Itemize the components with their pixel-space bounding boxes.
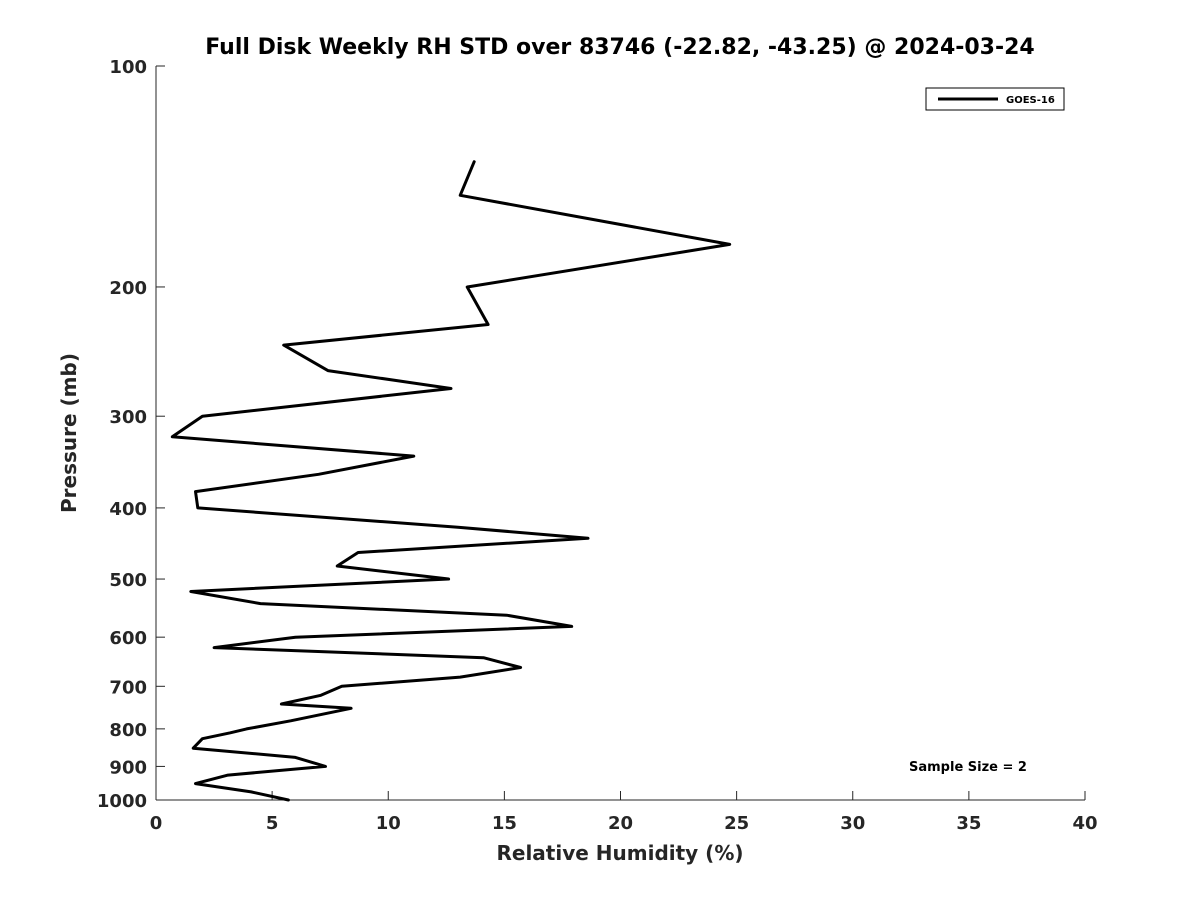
legend: GOES-16: [925, 87, 1065, 111]
y-tick-label: 1000: [97, 791, 147, 812]
x-tick-label: 35: [956, 813, 981, 834]
x-tick-label: 10: [376, 813, 401, 834]
y-tick-label: 100: [109, 57, 147, 78]
legend-label-goes-16: GOES-16: [1006, 95, 1055, 106]
x-tick-label: 25: [724, 813, 749, 834]
x-tick-label: 20: [608, 813, 633, 834]
x-axis-label: Relative Humidity (%): [496, 841, 743, 865]
x-tick-label: 5: [266, 813, 279, 834]
y-tick-label: 600: [109, 628, 147, 649]
y-tick-label: 200: [109, 278, 147, 299]
x-tick-label: 40: [1072, 813, 1097, 834]
y-tick-label: 300: [109, 407, 147, 428]
y-tick-label: 500: [109, 570, 147, 591]
sample-size-annotation: Sample Size = 2: [909, 760, 1027, 775]
x-tick-label: 30: [840, 813, 865, 834]
y-tick-label: 700: [109, 677, 147, 698]
x-tick-label: 15: [492, 813, 517, 834]
y-tick-label: 400: [109, 499, 147, 520]
chart-title: Full Disk Weekly RH STD over 83746 (-22.…: [205, 35, 1035, 60]
plot-area: 0 5 10 15 20 25 30 35 40 100 200 300 400 500 600 700 800…: [97, 57, 1098, 834]
x-tick-label: 0: [150, 813, 163, 834]
y-tick-label: 800: [109, 720, 147, 741]
series-line-goes-16: [170, 160, 732, 802]
y-axis-label: Pressure (mb): [57, 353, 81, 513]
y-tick-label: 900: [109, 757, 147, 778]
